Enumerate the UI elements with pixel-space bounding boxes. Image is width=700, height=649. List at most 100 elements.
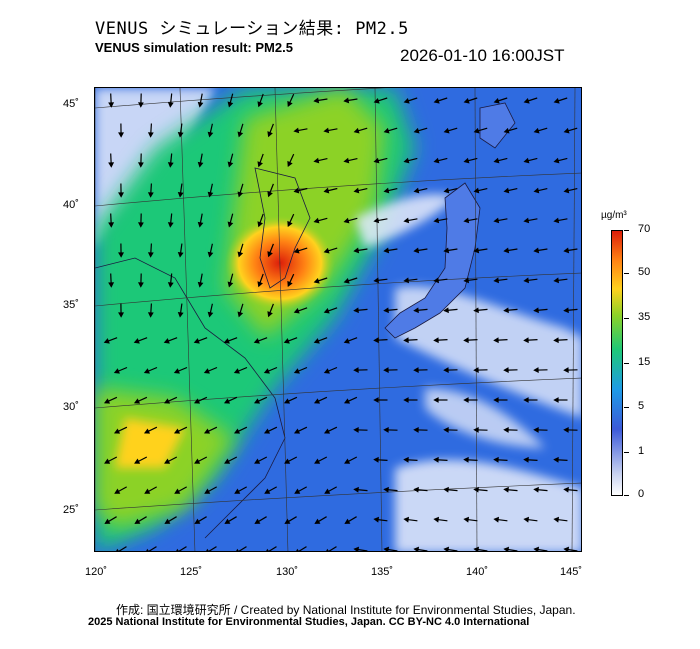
wind-arrowhead [237,251,244,258]
wind-arrow [328,546,337,551]
wind-arrowhead [173,428,181,434]
wind-arrowhead [433,157,440,164]
wind-arrowhead [237,191,244,198]
wind-arrowhead [493,516,500,523]
legend-label-50: 50 [638,266,651,278]
wind-arrowhead [523,456,529,463]
legend-tick [624,363,629,364]
wind-arrowhead [473,546,480,551]
wind-arrowhead [323,247,330,254]
wind-arrowhead [233,368,240,374]
wind-arrowhead [553,516,560,523]
wind-arrowhead [413,486,419,493]
wind-arrowhead [283,398,291,404]
wind-arrowhead [287,160,293,168]
legend-label-1: 1 [638,445,645,457]
wind-arrowhead [206,548,209,551]
wind-arrowhead [533,486,539,493]
lat-label-30: 30˚ [63,401,79,413]
wind-arrowhead [523,516,530,523]
wind-arrowhead [463,277,470,284]
legend-label-5: 5 [638,400,645,412]
wind-arrowhead [523,157,530,164]
wind-arrowhead [443,307,449,314]
wind-arrow [118,546,127,551]
legend-label-35: 35 [638,311,651,323]
legend-colorbar [611,230,623,496]
wind-arrowhead [203,368,210,374]
wind-arrowhead [533,187,540,194]
wind-arrowhead [254,518,261,524]
wind-arrowhead [227,161,234,168]
wind-arrowhead [224,518,231,524]
wind-arrowhead [177,131,184,138]
wind-arrowhead [463,397,469,403]
legend-tick [624,273,629,274]
wind-arrowhead [343,97,350,104]
wind-arrowhead [344,518,351,524]
wind-arrowhead [463,97,470,104]
wind-arrowhead [523,97,530,104]
wind-arrowhead [493,337,499,344]
wind-arrowhead [118,252,125,258]
wind-arrowhead [267,251,273,258]
wind-arrowhead [373,277,380,284]
wind-arrowhead [433,217,440,224]
wind-arrowhead [254,458,261,464]
wind-arrowhead [473,367,479,373]
cloud-2 [395,286,581,418]
wind-arrowhead [383,546,390,551]
wind-arrowhead [293,368,300,374]
wind-arrowhead [533,367,539,373]
wind-arrowhead [503,427,509,433]
legend-tick [624,495,629,496]
wind-arrowhead [143,368,150,374]
wind-arrowhead [293,127,300,134]
wind-arrowhead [284,518,291,524]
wind-arrowhead [293,247,300,254]
wind-arrowhead [163,398,171,404]
wind-arrowhead [493,217,500,224]
wind-arrowhead [207,191,214,198]
wind-arrowhead [343,157,350,164]
wind-arrowhead [383,307,389,314]
wind-arrowhead [314,518,321,524]
wind-arrowhead [323,368,330,374]
wind-arrowhead [177,191,184,198]
wind-arrowhead [197,221,204,228]
plume-south-core [115,418,185,468]
wind-arrowhead [138,162,144,168]
wind-arrowhead [343,398,351,404]
wind-arrowhead [403,217,410,224]
legend-tick [624,230,629,231]
wind-arrowhead [433,397,439,403]
wind-arrowhead [223,398,231,404]
wind-arrowhead [164,518,171,524]
wind-arrowhead [193,338,200,344]
wind-arrowhead [353,307,359,314]
wind-arrowhead [413,427,419,433]
wind-arrowhead [563,486,569,493]
wind-arrowhead [287,280,293,288]
wind-arrowhead [263,368,270,374]
wind-arrowhead [433,97,440,104]
wind-arrowhead [373,97,380,104]
wind-arrowhead [373,397,379,403]
legend-label-0: 0 [638,488,645,500]
wind-arrowhead [563,187,570,194]
wind-arrowhead [167,222,174,228]
wind-arrowhead [503,127,510,134]
wind-arrowhead [503,546,510,551]
wind-arrowhead [463,516,470,523]
wind-arrowhead [553,277,560,284]
legend-label-15: 15 [638,356,651,368]
wind-arrowhead [108,102,115,108]
title-english: VENUS simulation result: PM2.5 [95,40,293,55]
wind-arrowhead [167,102,174,108]
wind-arrowhead [533,307,539,314]
wind-arrowhead [207,131,214,138]
wind-arrowhead [343,277,350,284]
wind-arrowhead [227,221,234,228]
wind-arrowhead [383,367,389,373]
wind-arrowhead [197,101,204,108]
